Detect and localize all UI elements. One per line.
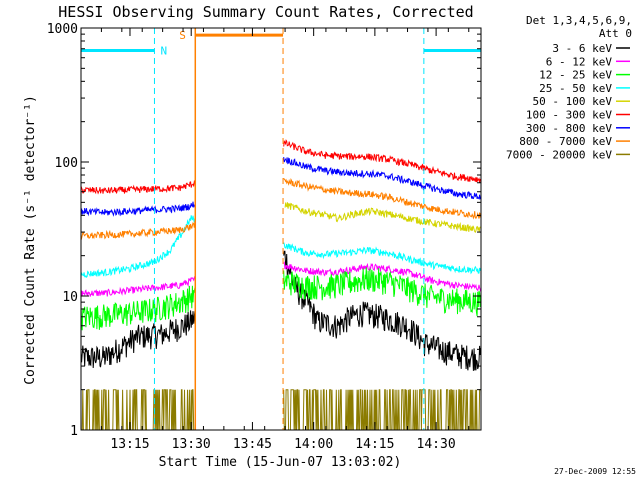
series-line xyxy=(80,139,481,195)
series-line xyxy=(80,156,482,217)
series-line xyxy=(80,267,482,331)
series-line xyxy=(80,250,482,371)
series-line xyxy=(80,215,482,278)
y-tick-label: 100 xyxy=(55,156,78,171)
x-tick-label: 14:15 xyxy=(355,437,394,452)
axis-layer: 1 10 100 1000 13:15 13:30 13:45 14:00 14:15 14:30 xyxy=(47,22,481,452)
chart-title: HESSI Observing Summary Count Rates, Cor… xyxy=(58,3,473,21)
legend-entry-label: 50 - 100 keV xyxy=(533,95,613,108)
x-tick-label: 14:30 xyxy=(417,437,456,452)
legend-entry-label: 800 - 7000 keV xyxy=(519,135,612,148)
series-layer xyxy=(80,139,482,431)
legend-entry-label: 300 - 800 keV xyxy=(526,122,612,135)
y-axis-label: Corrected Count Rate (s⁻¹ detector⁻¹) xyxy=(23,95,38,385)
series-line xyxy=(80,261,482,297)
x-tick-label: 13:30 xyxy=(172,437,211,452)
x-tick-label: 13:45 xyxy=(233,437,272,452)
series-line xyxy=(284,202,481,233)
timestamp: 27-Dec-2009 12:55 xyxy=(554,467,636,476)
legend-entry-label: 3 - 6 keV xyxy=(552,42,612,55)
legend-header: Det 1,3,4,5,6,9, xyxy=(526,14,632,27)
x-tick-label: 14:00 xyxy=(294,437,333,452)
saa-label: S xyxy=(179,29,186,42)
y-tick-label: 1000 xyxy=(47,22,78,37)
y-tick-label: 1 xyxy=(70,424,78,439)
legend-entry-label: 6 - 12 keV xyxy=(546,55,613,68)
y-tick-label: 10 xyxy=(62,290,78,305)
legend-entry-label: 7000 - 20000 keV xyxy=(506,148,612,161)
plot-frame xyxy=(80,27,482,431)
night-label: N xyxy=(160,44,167,57)
series-line xyxy=(80,177,482,240)
legend-entry-label: 12 - 25 keV xyxy=(539,69,612,82)
x-axis-label: Start Time (15-Jun-07 13:03:02) xyxy=(159,455,402,470)
legend-header: Att 0 xyxy=(599,27,632,40)
legend-entry-label: 100 - 300 keV xyxy=(526,109,612,122)
x-tick-label: 13:15 xyxy=(110,437,149,452)
legend-entry-label: 25 - 50 keV xyxy=(539,82,612,95)
